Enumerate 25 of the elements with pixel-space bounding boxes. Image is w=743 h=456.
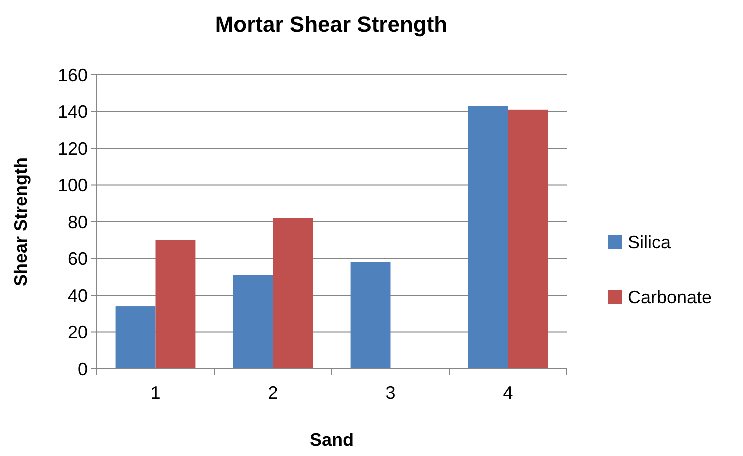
bar [116,306,156,369]
y-axis-title: Shear Strength [11,157,31,287]
x-tick-label: 3 [386,383,396,403]
y-tick-label: 20 [68,322,88,343]
y-tick-label: 0 [78,359,88,380]
x-tick-label: 1 [150,383,161,403]
legend-label: Silica [628,232,672,252]
x-tick-label: 2 [268,383,278,403]
bar [350,262,391,369]
x-tick-label: 4 [503,383,514,403]
y-tick-label: 60 [68,249,88,270]
legend-label: Carbonate [628,287,712,308]
y-tick-label: 160 [58,65,88,86]
bar [156,240,196,369]
y-tick-label: 80 [68,212,88,232]
bar [233,275,274,369]
x-axis-title: Sand [310,430,354,450]
chart-title: Mortar Shear Strength [215,12,448,37]
bar [468,106,508,369]
y-tick-label: 100 [58,176,88,196]
y-tick-label: 120 [58,138,88,159]
bar [508,110,548,369]
y-tick-label: 40 [68,286,88,306]
bar [273,218,314,369]
y-tick-label: 140 [58,102,88,122]
